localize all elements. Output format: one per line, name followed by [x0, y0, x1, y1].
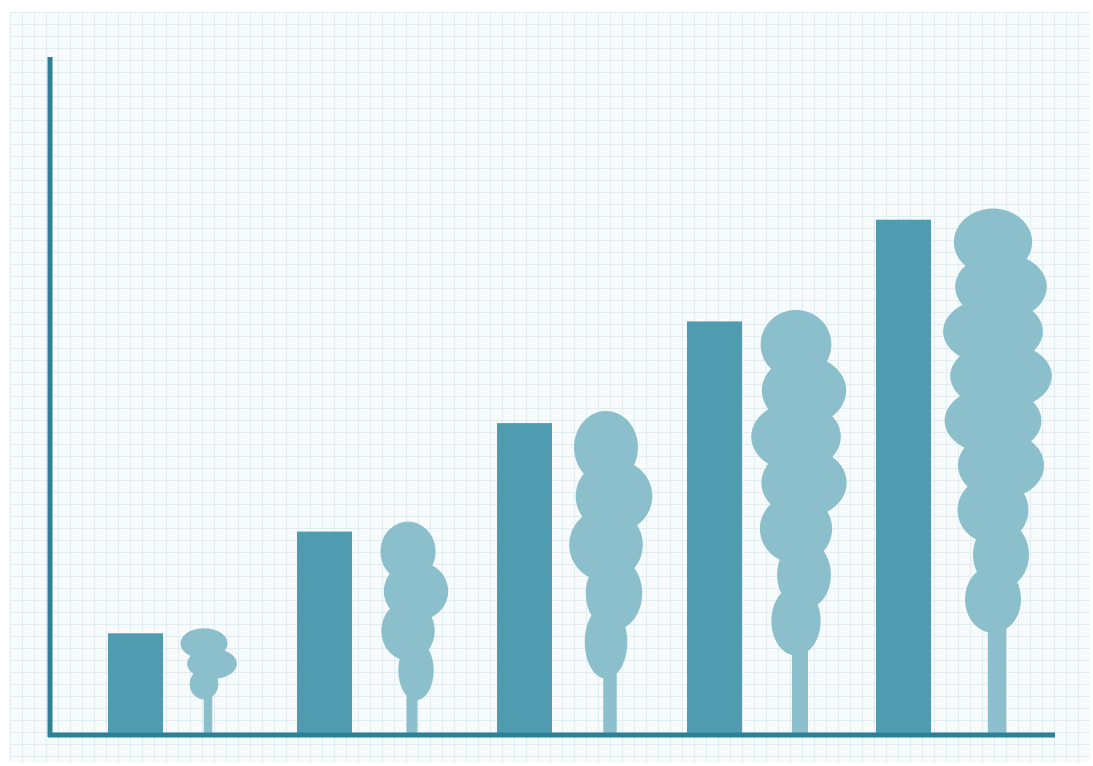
- tree: [380, 521, 449, 735]
- tree-foliage: [398, 640, 434, 701]
- tree: [569, 410, 653, 735]
- tree-foliage: [189, 668, 219, 700]
- tree: [751, 309, 847, 735]
- bar: [297, 531, 352, 735]
- tree-foliage: [964, 565, 1022, 633]
- tree-foliage: [584, 605, 628, 679]
- tree: [943, 208, 1052, 735]
- tree: [180, 628, 237, 735]
- tree-foliage: [771, 586, 821, 656]
- tree-trunk: [203, 663, 213, 735]
- bar: [108, 633, 163, 735]
- bar: [876, 219, 931, 736]
- bar: [497, 423, 552, 735]
- bar: [687, 321, 742, 735]
